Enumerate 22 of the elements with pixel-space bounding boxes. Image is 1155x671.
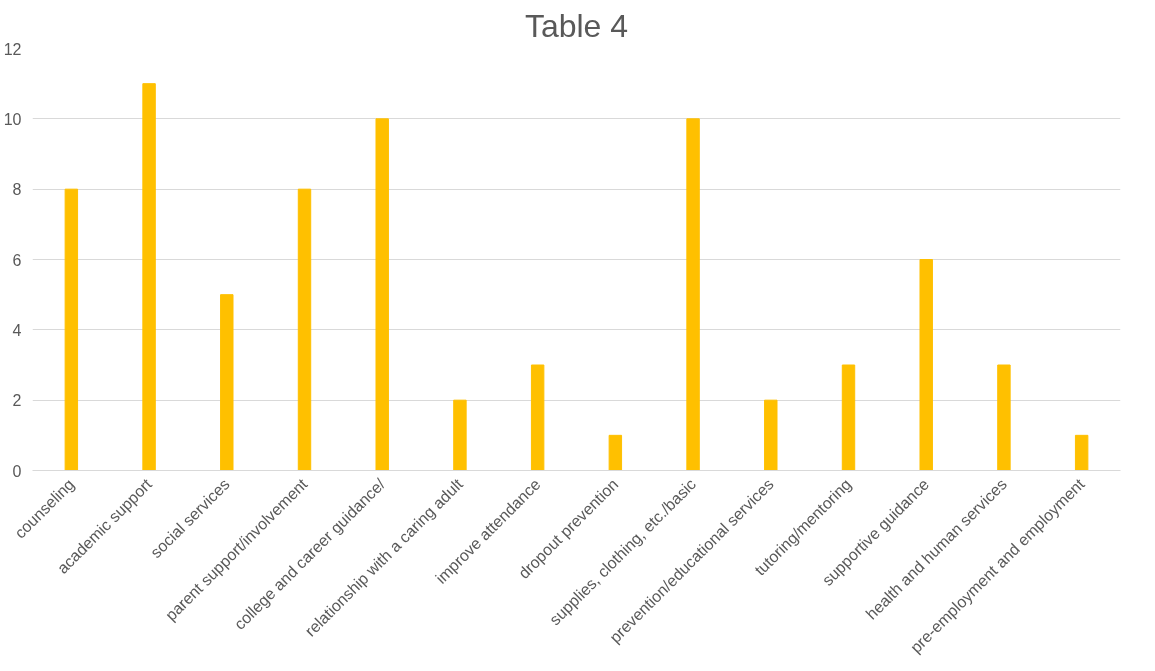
chart-title: Table 4 xyxy=(524,7,629,44)
y-tick-label: 10 xyxy=(3,110,22,128)
bar xyxy=(375,118,389,471)
y-tick-label: 0 xyxy=(12,462,22,480)
bar xyxy=(841,364,856,471)
bar xyxy=(453,399,467,471)
y-tick-label: 4 xyxy=(12,321,22,339)
y-tick-label: 8 xyxy=(12,181,22,199)
y-tick-label: 12 xyxy=(3,40,22,58)
bar xyxy=(220,294,234,471)
bar xyxy=(530,364,545,471)
bar xyxy=(1074,434,1089,471)
bar xyxy=(764,399,778,471)
bar xyxy=(142,83,156,471)
bar xyxy=(997,364,1011,471)
bar xyxy=(686,118,700,471)
bar xyxy=(64,188,79,471)
bar xyxy=(608,434,623,471)
y-tick-label: 2 xyxy=(12,392,22,410)
bar xyxy=(919,259,933,471)
bar xyxy=(297,188,312,471)
y-tick-label: 6 xyxy=(12,251,22,269)
